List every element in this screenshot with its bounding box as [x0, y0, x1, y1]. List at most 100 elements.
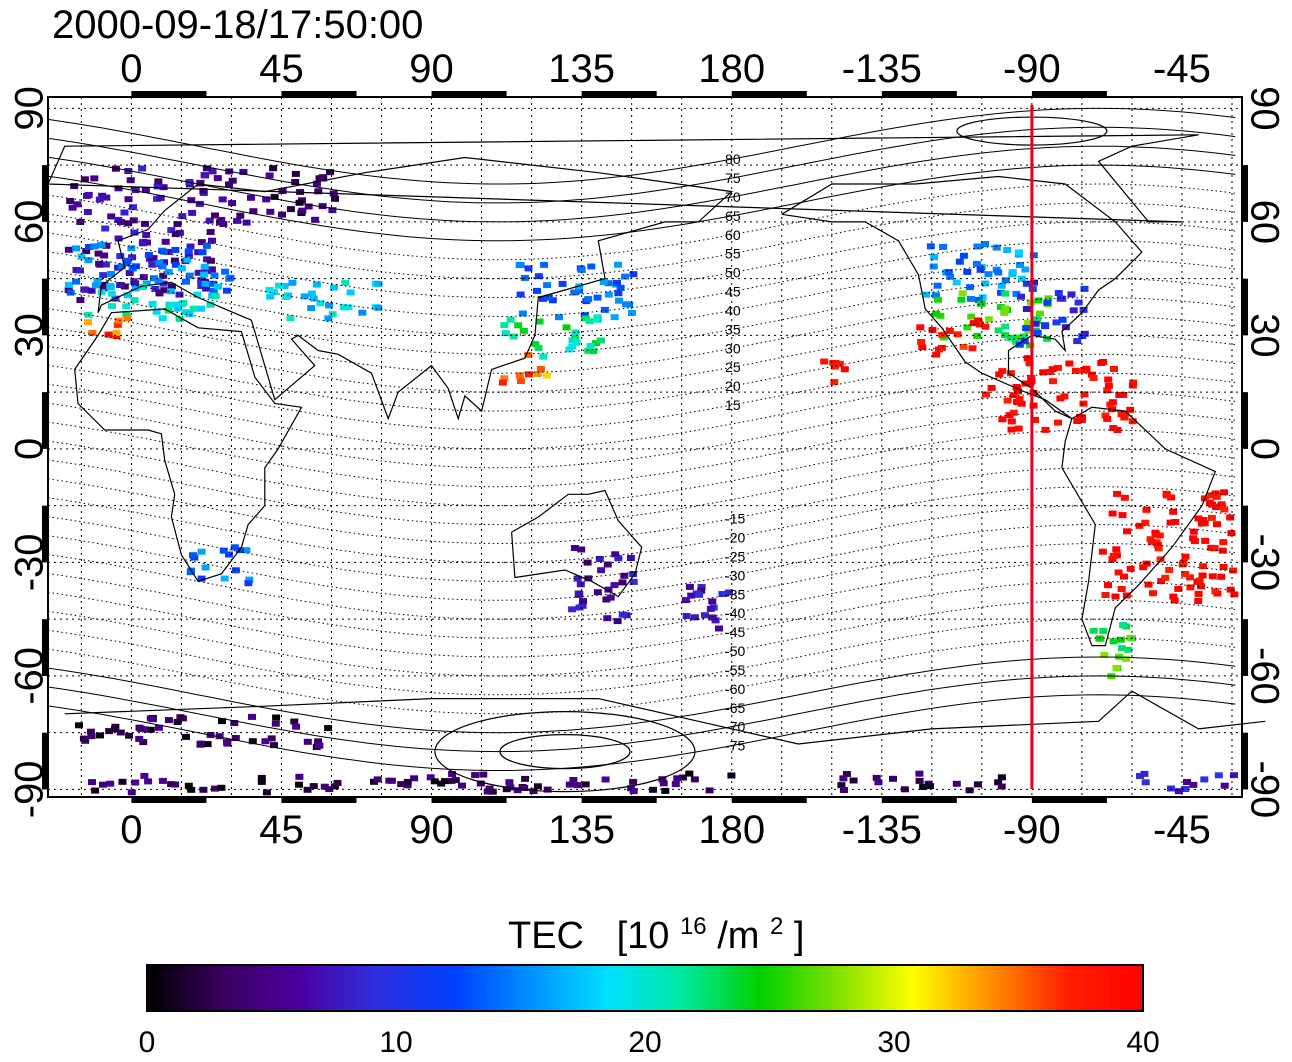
- tec-cell: [324, 315, 333, 322]
- tec-cell: [533, 783, 542, 790]
- tec-cell: [839, 787, 848, 793]
- frame-bar: [131, 797, 207, 803]
- tec-cell: [543, 282, 552, 289]
- tec-cell: [1230, 591, 1239, 598]
- tec-cell: [516, 262, 525, 268]
- tec-cell: [1186, 584, 1195, 591]
- tec-cell: [1029, 252, 1038, 259]
- tec-cell: [1181, 786, 1190, 792]
- tec-cell: [188, 209, 197, 216]
- tec-cell: [1214, 772, 1223, 779]
- tec-cell: [447, 777, 456, 784]
- tec-cell: [1015, 396, 1024, 403]
- tec-cell: [1041, 322, 1049, 329]
- right-lat-tick: -60: [1242, 647, 1286, 705]
- mlat-label: 45: [725, 284, 741, 300]
- tec-cell: [344, 304, 353, 311]
- tec-cell: [500, 375, 509, 382]
- tec-cell: [1099, 359, 1108, 365]
- tec-cell: [231, 567, 240, 574]
- tec-cell: [248, 738, 257, 745]
- tec-cell: [228, 177, 237, 184]
- tec-cell: [231, 735, 240, 741]
- tec-cell: [270, 289, 278, 296]
- tec-cell: [959, 343, 968, 350]
- tec-cell: [1031, 320, 1040, 327]
- tec-cell: [584, 347, 593, 354]
- map-frame: [42, 91, 1248, 803]
- tec-cell: [934, 296, 942, 303]
- tec-cell: [358, 309, 367, 316]
- tec-cell: [1152, 531, 1160, 538]
- tec-cell: [1181, 553, 1190, 560]
- left-lat-tick: -60: [8, 647, 52, 705]
- tec-cell: [936, 312, 945, 319]
- colorbar-label-unit-prefix: [10: [617, 915, 670, 957]
- tec-cell: [328, 311, 337, 318]
- tec-cell: [139, 284, 147, 290]
- tec-cell: [701, 612, 709, 619]
- tec-cell: [211, 785, 219, 792]
- tec-cell: [138, 165, 147, 172]
- tec-cell: [998, 416, 1007, 423]
- tec-cell: [1171, 519, 1180, 525]
- tec-cell: [1000, 309, 1009, 316]
- tec-cell: [501, 330, 510, 337]
- tec-cell: [346, 289, 355, 296]
- tec-cell: [102, 194, 111, 201]
- tec-cell: [280, 283, 289, 290]
- colorbar-ticks: 0 10 20 30 40: [139, 1026, 1160, 1059]
- bottom-lon-tick: -90: [1003, 808, 1061, 852]
- tec-cell: [143, 239, 151, 246]
- tec-cell: [629, 778, 638, 785]
- tec-cell: [562, 324, 571, 331]
- top-lon-tick: 45: [259, 47, 304, 91]
- tec-cell: [569, 777, 578, 783]
- tec-cell: [451, 777, 460, 784]
- tec-cell: [1170, 597, 1179, 604]
- tec-cell: [131, 187, 140, 194]
- frame-bar: [42, 619, 48, 676]
- tec-cell: [200, 172, 209, 179]
- tec-cell: [1087, 371, 1096, 378]
- tec-cell: [992, 244, 1001, 251]
- tec-cell: [1114, 569, 1123, 576]
- tec-cell: [1080, 330, 1089, 337]
- tec-cell: [1078, 414, 1087, 421]
- tec-cell: [1124, 646, 1133, 653]
- tec-cell: [80, 286, 89, 293]
- tec-cell: [1169, 508, 1178, 515]
- mlat-label: 20: [725, 378, 741, 394]
- tec-cell: [997, 282, 1006, 289]
- tec-cell: [1208, 573, 1217, 580]
- frame-bar: [731, 91, 807, 97]
- tec-cell: [245, 576, 254, 583]
- tec-cell: [167, 288, 175, 295]
- tec-cell: [1006, 370, 1015, 377]
- tec-cell: [316, 300, 325, 307]
- tec-cell: [216, 219, 225, 226]
- tec-cell: [659, 780, 668, 787]
- tec-cell: [570, 289, 579, 296]
- tec-cell: [138, 240, 147, 247]
- mlat-label: -50: [725, 643, 745, 659]
- tec-cell: [1220, 782, 1229, 789]
- mlat-contour: [47, 296, 1236, 374]
- tec-cell: [1080, 391, 1089, 398]
- tec-cell: [197, 239, 206, 246]
- tec-cell: [1154, 545, 1163, 552]
- tec-cell: [278, 211, 286, 218]
- tec-cell: [288, 279, 297, 286]
- tec-cell: [441, 778, 449, 785]
- tec-cell: [198, 249, 207, 256]
- mlat-contour: [47, 467, 1236, 545]
- right-lat-tick: 30: [1242, 313, 1286, 358]
- frame-bar: [581, 797, 657, 803]
- tec-cell: [165, 301, 174, 308]
- tec-cell: [1207, 492, 1216, 499]
- mlat-label: 50: [725, 265, 741, 281]
- tec-region: [916, 317, 990, 358]
- tec-cell: [1122, 655, 1131, 662]
- tec-cell: [94, 250, 103, 257]
- bottom-lon-tick: 90: [409, 808, 454, 852]
